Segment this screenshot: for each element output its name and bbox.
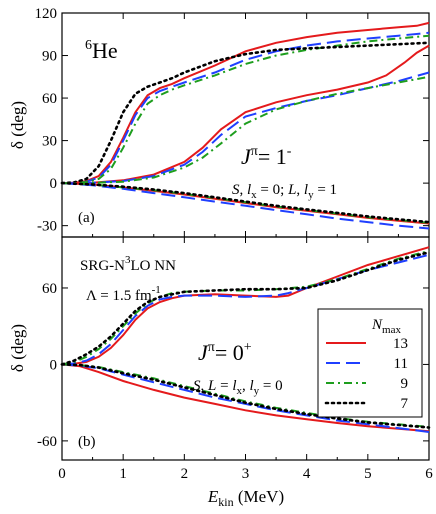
jpi-pi: π — [251, 144, 258, 159]
nucleus-mass: 6 — [85, 38, 92, 53]
panel-b-interaction: SRG-N3LO NN — [80, 254, 176, 274]
series-a-1-nmax-11 — [61, 31, 430, 185]
y-tick-label-a-2: 30 — [42, 134, 57, 150]
x-axis-label-unit: (MeV) — [234, 487, 285, 506]
jpi-letter: J — [241, 144, 252, 169]
x-axis-label-e: E — [207, 487, 219, 506]
ch-L: L — [287, 182, 296, 198]
chb-x: x — [236, 385, 242, 397]
x-axis-label-kin: kin — [218, 495, 233, 509]
series-b-4-nmax-13 — [61, 363, 430, 433]
panel-b-label: (b) — [78, 434, 96, 450]
y-tick-label-a-3: 60 — [42, 91, 57, 107]
ch-y: y — [308, 189, 314, 201]
jpi-value: = 1 — [258, 144, 287, 169]
y-axis-label-b: δ (deg) — [8, 324, 27, 372]
y-tick-label-b-1: 0 — [50, 357, 58, 373]
nucleus-symbol: He — [92, 38, 118, 63]
y-tick-label-a-5: 120 — [35, 6, 58, 22]
chb-comma1: , — [201, 378, 209, 394]
panel-a-jpi: Jπ= 1- — [241, 144, 292, 169]
panel-b-lambda: Λ = 1.5 fm-1 — [86, 284, 161, 304]
panel-a-label: (a) — [78, 210, 95, 226]
ch-s: S — [232, 182, 240, 198]
chb-eq0: = 0 — [259, 378, 282, 394]
x-tick-label-0: 0 — [58, 466, 66, 482]
ch-eq1: = 1 — [314, 182, 337, 198]
series-a-0-nmax-13 — [61, 21, 430, 185]
jpi-b-pi: π — [208, 340, 215, 355]
interaction-prefix: SRG-N — [80, 258, 125, 274]
series-a-4-nmax-13 — [61, 44, 430, 185]
ch-l: l — [247, 182, 251, 198]
legend-label-9: 9 — [401, 376, 409, 392]
legend-label-11: 11 — [394, 356, 408, 372]
jpi-b-parity: + — [244, 340, 252, 355]
x-tick-label-6: 6 — [425, 466, 433, 482]
ch-eq0: = 0; — [257, 182, 288, 198]
panel-a-nucleus: 6He — [85, 38, 118, 63]
ch-comma1: , — [240, 182, 248, 198]
series-a-10-nmax-7 — [60, 181, 431, 224]
interaction-order: 3 — [125, 254, 131, 266]
jpi-parity: - — [287, 144, 292, 159]
series-a-2-nmax-9 — [61, 34, 430, 185]
series-b-7-nmax-7 — [60, 363, 431, 429]
legend-label-7: 7 — [401, 396, 409, 412]
jpi-b-letter: J — [198, 340, 209, 365]
series-b-3-nmax-7 — [60, 251, 431, 366]
x-tick-label-3: 3 — [242, 466, 250, 482]
y-tick-label-a-4: 90 — [42, 49, 57, 65]
lambda-text: Λ = 1.5 fm — [86, 288, 152, 304]
chb-comma2: , — [242, 378, 250, 394]
ch-comma2: , — [296, 182, 304, 198]
ch-x: x — [251, 189, 257, 201]
chb-l2: l — [249, 378, 253, 394]
panel-b-jpi: Jπ= 0+ — [198, 340, 252, 365]
y-tick-label-b-2: 60 — [42, 281, 57, 297]
chb-L: L — [207, 378, 216, 394]
panel-b-channel: S, L = lx, ly = 0 — [193, 378, 283, 397]
y-axis-label-a: δ (deg) — [8, 101, 27, 149]
series-a-6-nmax-9 — [61, 75, 430, 185]
chb-y: y — [254, 385, 260, 397]
interaction-suffix: LO NN — [131, 258, 177, 274]
legend: Nmax 13 11 9 7 — [317, 308, 423, 418]
legend-entries: 13 11 9 7 — [324, 336, 409, 412]
legend-title-n: N — [371, 317, 383, 333]
x-tick-label-4: 4 — [303, 466, 311, 482]
series-a-3-nmax-7 — [60, 41, 431, 185]
x-tick-label-1: 1 — [119, 466, 127, 482]
jpi-b-value: = 0 — [215, 340, 244, 365]
x-axis-label: Ekin (MeV) — [207, 487, 284, 509]
ch-l2: l — [304, 182, 308, 198]
x-tick-label-2: 2 — [181, 466, 189, 482]
chb-s: S — [193, 378, 201, 394]
y-tick-label-a-0: -30 — [37, 219, 57, 235]
y-tick-label-a-1: 0 — [50, 176, 58, 192]
panel-a-plot: -30 0 30 60 90 120 — [35, 6, 431, 237]
legend-title-max: max — [382, 324, 401, 336]
x-tick-label-5: 5 — [364, 466, 372, 482]
y-tick-label-b-0: -60 — [37, 434, 57, 450]
panel-a-channel: S, lx = 0; L, ly = 1 — [232, 182, 337, 201]
lambda-exp: -1 — [152, 284, 161, 296]
legend-label-13: 13 — [393, 336, 408, 352]
series-b-1-nmax-11 — [61, 253, 430, 366]
chb-l: l — [232, 378, 236, 394]
chb-eq: = — [216, 378, 232, 394]
series-a-8-nmax-11 — [61, 182, 430, 230]
legend-title: Nmax — [371, 317, 401, 336]
